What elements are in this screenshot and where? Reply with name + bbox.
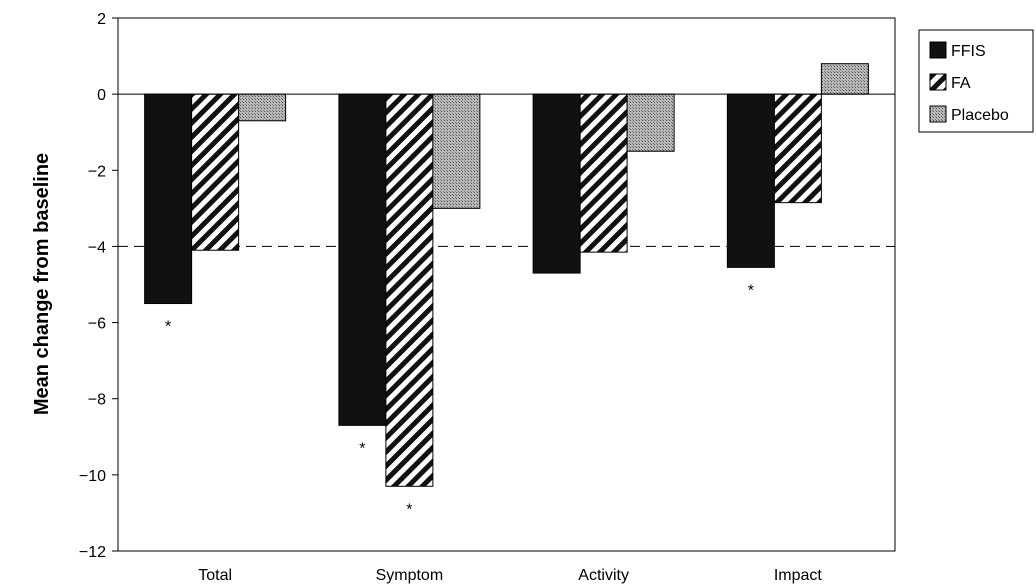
- x-tick-label: Total: [198, 567, 232, 584]
- legend-label-fa: FA: [951, 75, 971, 92]
- plot-frame: [117, 17, 896, 552]
- bar-ffis-activity: [532, 93, 581, 274]
- bar-placebo-total: [238, 93, 287, 122]
- bar-ffis-symptom: [338, 93, 387, 426]
- legend-swatch-ffis: [929, 41, 947, 59]
- y-tick-label: 0: [97, 87, 106, 104]
- significance-markers: * * * *: [165, 282, 754, 518]
- bar-placebo-impact: [820, 63, 869, 95]
- y-tick-label: −6: [88, 316, 106, 333]
- bar-fa-total: [191, 93, 240, 251]
- bar-fa-activity: [579, 93, 628, 253]
- y-tick-label: −4: [88, 239, 106, 256]
- legend-label-ffis: FFIS: [951, 43, 986, 60]
- y-axis: 2 0 −2 −4 −6 −8 −10 −12: [79, 11, 118, 561]
- y-tick-label: −8: [88, 392, 106, 409]
- x-tick-label: Activity: [578, 567, 629, 584]
- y-axis-label: Mean change from baseline: [31, 153, 53, 415]
- y-tick-label: 2: [97, 11, 106, 28]
- bar-placebo-symptom: [432, 93, 481, 209]
- bar-ffis-impact: [726, 93, 775, 268]
- y-tick-label: −10: [79, 468, 106, 485]
- y-tick-label: −2: [88, 163, 106, 180]
- bar-ffis-total: [144, 93, 193, 305]
- legend-swatch-fa: [929, 73, 947, 91]
- significance-star: *: [359, 440, 365, 457]
- x-tick-label: Symptom: [376, 567, 444, 584]
- legend: FFIS FA Placebo: [918, 29, 1034, 133]
- bar-placebo-activity: [626, 93, 675, 152]
- bar-fa-symptom: [385, 93, 434, 487]
- bars-group: [144, 63, 869, 487]
- significance-star: *: [406, 501, 412, 518]
- x-tick-label: Impact: [774, 567, 823, 584]
- bar-fa-impact: [773, 93, 822, 204]
- plot-area-border: [117, 17, 896, 552]
- legend-swatch-placebo: [929, 105, 947, 123]
- y-tick-label: −12: [79, 544, 106, 561]
- significance-star: *: [165, 319, 171, 336]
- legend-label-placebo: Placebo: [951, 107, 1009, 124]
- significance-star: *: [748, 282, 754, 299]
- x-axis: Total Symptom Activity Impact: [198, 567, 822, 584]
